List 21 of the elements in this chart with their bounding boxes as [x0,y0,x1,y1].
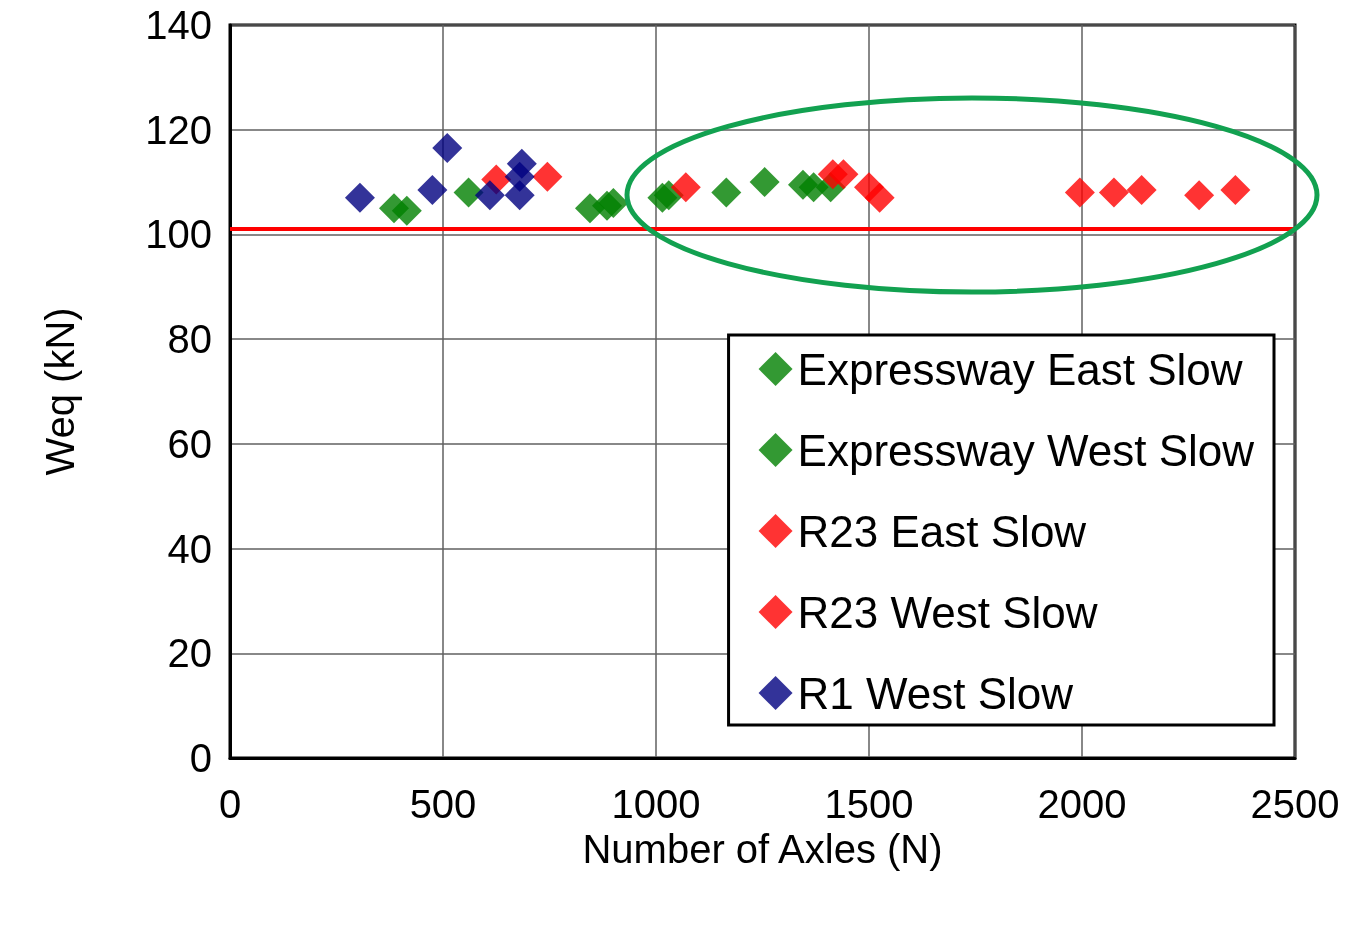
y-tick-label: 20 [167,631,212,676]
y-tick-label: 120 [145,107,212,152]
legend-label: R23 West Slow [797,587,1098,637]
y-tick-label: 40 [167,526,212,571]
y-axis-title: Weq (kN) [38,307,82,476]
x-axis-title: Number of Axles (N) [582,826,943,871]
legend-label: R1 West Slow [797,668,1074,718]
x-tick-label: 500 [409,782,477,826]
x-tick-label: 0 [218,782,242,826]
legend-label: R23 East Slow [797,506,1087,556]
x-tick-label: 1000 [611,782,701,826]
x-tick-label: 2500 [1250,782,1340,826]
x-tick-label: 2000 [1037,782,1127,826]
legend-label: Expressway East Slow [797,344,1243,394]
y-tick-label: 60 [167,421,212,466]
x-tick-label: 1500 [824,782,914,826]
legend-label: Expressway West Slow [797,425,1255,475]
y-tick-label: 0 [189,736,212,780]
y-tick-label: 100 [145,212,212,257]
y-tick-label: 80 [167,317,212,362]
y-tick-label: 140 [145,3,212,47]
